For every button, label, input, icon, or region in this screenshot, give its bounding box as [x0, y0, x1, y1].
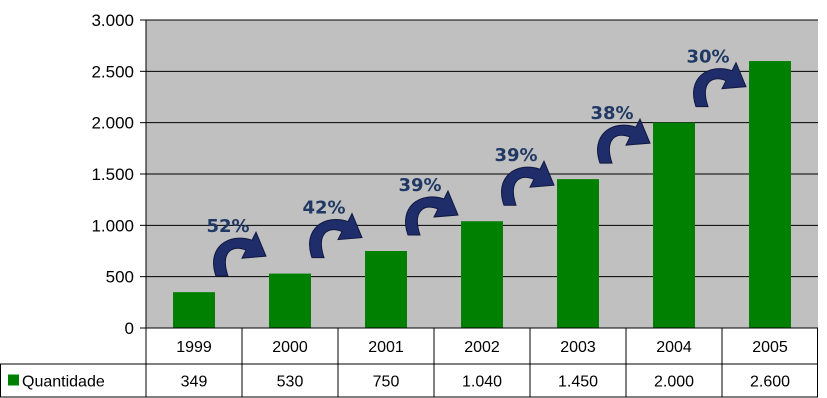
growth-arrow-icon — [597, 117, 651, 164]
bar-2005 — [749, 61, 791, 329]
growth-arrow-icon — [309, 212, 363, 259]
x-category-label: 2001 — [368, 339, 404, 356]
x-category-label: 2004 — [656, 339, 692, 356]
table-value-cell: 349 — [181, 374, 208, 391]
data-table: 1999 2000 2001 2002 2003 2004 2005 Quantidade 34… — [0, 327, 818, 398]
growth-label: 52% — [206, 216, 249, 237]
table-value-cell: 1.040 — [462, 374, 502, 391]
growth-arrows: 52% 42% 39% 39% 38% 30% — [206, 47, 747, 277]
legend-label: Quantidade — [22, 374, 105, 391]
growth-arrow-icon — [501, 160, 555, 206]
growth-label: 39% — [398, 175, 441, 196]
table-value-cell: 530 — [277, 374, 304, 391]
y-tick-label: 2.000 — [91, 114, 134, 133]
bar-2000 — [269, 273, 311, 328]
table-value-cell: 750 — [373, 374, 400, 391]
bar-2001 — [365, 251, 407, 328]
growth-arrow-icon — [693, 61, 747, 108]
x-category-label: 2005 — [752, 339, 788, 356]
table-value-cell: 1.450 — [558, 374, 598, 391]
legend-swatch — [8, 374, 19, 386]
bar-2004 — [653, 122, 695, 329]
growth-arrow-icon — [405, 189, 459, 236]
y-tick-label: 0 — [125, 319, 134, 338]
y-tick-label: 2.500 — [91, 62, 134, 81]
table-value-cell: 2.000 — [654, 374, 694, 391]
y-tick-label: 1.000 — [91, 216, 134, 235]
growth-label: 39% — [494, 145, 537, 166]
x-category-label: 1999 — [176, 339, 212, 356]
x-category-label: 2000 — [272, 339, 308, 356]
x-category-label: 2002 — [464, 339, 500, 356]
growth-label: 30% — [686, 47, 729, 68]
y-tick-label: 1.500 — [91, 165, 134, 184]
x-category-label: 2003 — [560, 339, 596, 356]
bar-2003 — [557, 179, 599, 328]
bar-2002 — [461, 221, 503, 328]
growth-arrow-icon — [213, 230, 267, 277]
growth-label: 42% — [302, 198, 345, 219]
y-tick-label: 500 — [106, 268, 134, 287]
y-tick-label: 3.000 — [91, 11, 134, 30]
bar-1999 — [173, 292, 215, 328]
growth-label: 38% — [590, 103, 633, 124]
table-value-cell: 2.600 — [750, 374, 790, 391]
